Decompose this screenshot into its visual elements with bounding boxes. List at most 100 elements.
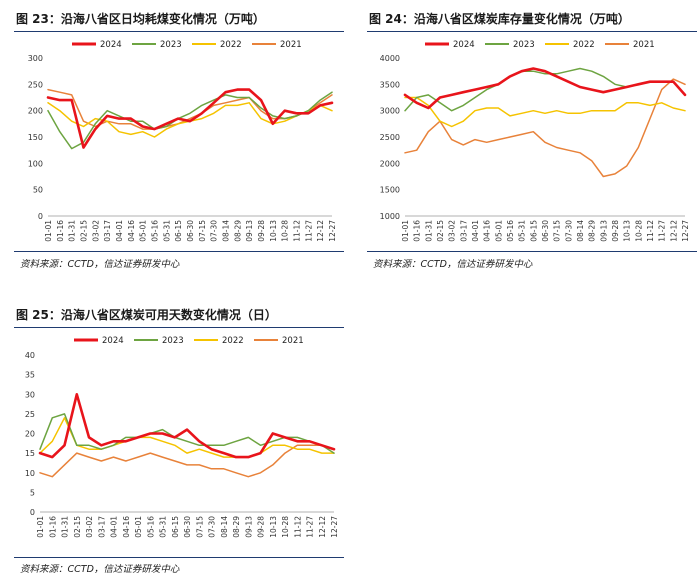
x-tick-label: 07-15: [195, 516, 204, 538]
y-tick-label: 150: [28, 133, 43, 142]
x-tick-group: 08-29: [588, 220, 597, 242]
x-tick-group: 04-01: [115, 220, 124, 242]
line-chart: 2024 2023 2022 2021 1000 1500 2000 2500 3000 3500…: [380, 40, 690, 242]
y-tick-label: 30: [25, 390, 35, 399]
x-tick-label: 07-30: [210, 220, 219, 242]
legend-label-2024: 2024: [100, 40, 122, 50]
series-line-2021: [404, 78, 686, 178]
x-tick-group: 09-28: [257, 516, 266, 538]
x-tick-label: 04-16: [122, 516, 131, 538]
y-tick-label: 1000: [380, 212, 400, 221]
x-tick-group: 06-30: [183, 516, 192, 538]
x-tick-label: 06-30: [183, 516, 192, 538]
source-rule: [14, 251, 344, 252]
x-tick-label: 03-17: [97, 516, 106, 538]
x-tick-label: 12-27: [330, 516, 339, 538]
legend-label-2022: 2022: [220, 40, 242, 50]
x-tick-group: 05-31: [159, 516, 168, 538]
x-tick-group: 06-15: [171, 516, 180, 538]
x-tick-label: 02-15: [436, 220, 445, 242]
x-tick-label: 09-28: [257, 220, 266, 242]
x-tick-label: 10-13: [269, 516, 278, 538]
x-tick-label: 08-29: [232, 516, 241, 538]
x-tick-label: 08-29: [233, 220, 242, 242]
x-tick-group: 10-28: [634, 220, 643, 242]
x-tick-group: 12-27: [330, 516, 339, 538]
x-tick-label: 05-31: [159, 516, 168, 538]
y-tick-label: 3000: [380, 107, 400, 116]
x-tick-label: 06-30: [186, 220, 195, 242]
x-tick-label: 09-13: [599, 220, 608, 242]
x-tick-label: 01-31: [61, 516, 70, 538]
x-tick-label: 05-16: [151, 220, 160, 242]
x-tick-group: 02-15: [436, 220, 445, 242]
x-tick-group: 03-02: [91, 220, 100, 242]
x-tick-label: 04-01: [110, 516, 119, 538]
x-tick-group: 10-13: [623, 220, 632, 242]
x-tick-label: 06-30: [541, 220, 550, 242]
y-tick-label: 40: [25, 351, 35, 360]
x-tick-group: 07-15: [195, 516, 204, 538]
x-tick-group: 10-28: [281, 220, 290, 242]
x-tick-label: 05-16: [146, 516, 155, 538]
source-note: 资料来源：CCTD，信达证券研发中心: [20, 259, 180, 270]
legend-label-2024: 2024: [453, 40, 475, 50]
legend-label-2022: 2022: [573, 40, 595, 50]
x-tick-label: 05-16: [506, 220, 515, 242]
x-tick-group: 07-15: [553, 220, 562, 242]
x-tick-label: 11-12: [293, 516, 302, 538]
x-tick-label: 08-29: [588, 220, 597, 242]
x-tick-label: 08-14: [222, 220, 231, 242]
x-tick-label: 10-28: [634, 220, 643, 242]
x-tick-group: 01-31: [424, 220, 433, 242]
x-tick-group: 11-27: [306, 516, 315, 538]
x-tick-group: 01-16: [48, 516, 57, 538]
y-tick-label: 50: [33, 186, 43, 195]
x-tick-group: 02-15: [73, 516, 82, 538]
x-tick-group: 01-16: [413, 220, 422, 242]
y-tick-label: 2500: [380, 133, 400, 142]
x-tick-group: 09-13: [245, 220, 254, 242]
legend-label-2022: 2022: [222, 336, 244, 346]
y-tick-label: 1500: [380, 186, 400, 195]
legend-label-2024: 2024: [102, 336, 124, 346]
x-tick-label: 07-30: [564, 220, 573, 242]
y-tick-label: 100: [28, 159, 43, 168]
series-line-2022: [404, 96, 686, 128]
x-tick-group: 01-01: [401, 220, 410, 242]
x-tick-label: 02-15: [73, 516, 82, 538]
x-tick-label: 09-28: [257, 516, 266, 538]
x-tick-label: 01-01: [44, 220, 53, 242]
x-tick-group: 05-16: [506, 220, 515, 242]
x-tick-group: 11-12: [293, 220, 302, 242]
x-tick-group: 03-17: [459, 220, 468, 242]
x-tick-group: 05-01: [139, 220, 148, 242]
x-tick-group: 01-01: [36, 516, 45, 538]
x-tick-group: 08-29: [233, 220, 242, 242]
x-tick-label: 09-13: [244, 516, 253, 538]
y-tick-label: 35: [25, 371, 35, 380]
x-tick-label: 12-12: [669, 220, 678, 242]
x-tick-label: 01-16: [48, 516, 57, 538]
source-note: 资料来源：CCTD，信达证券研发中心: [373, 259, 533, 270]
x-tick-group: 03-17: [103, 220, 112, 242]
x-tick-group: 08-14: [576, 220, 585, 242]
x-tick-group: 07-30: [208, 516, 217, 538]
y-tick-label: 4000: [380, 54, 400, 63]
x-tick-group: 12-12: [669, 220, 678, 242]
legend-label-2021: 2021: [282, 336, 304, 346]
x-tick-label: 03-02: [85, 516, 94, 538]
x-tick-label: 03-02: [91, 220, 100, 242]
x-tick-group: 04-16: [483, 220, 492, 242]
legend-label-2021: 2021: [280, 40, 302, 50]
y-tick-label: 10: [25, 469, 35, 478]
y-tick-label: 250: [28, 80, 43, 89]
x-tick-group: 05-16: [146, 516, 155, 538]
x-tick-label: 05-01: [139, 220, 148, 242]
x-tick-label: 08-14: [576, 220, 585, 242]
x-tick-label: 01-01: [36, 516, 45, 538]
x-tick-group: 03-17: [97, 516, 106, 538]
legend-label-2023: 2023: [513, 40, 535, 50]
x-tick-group: 08-14: [220, 516, 229, 538]
x-tick-label: 07-15: [553, 220, 562, 242]
